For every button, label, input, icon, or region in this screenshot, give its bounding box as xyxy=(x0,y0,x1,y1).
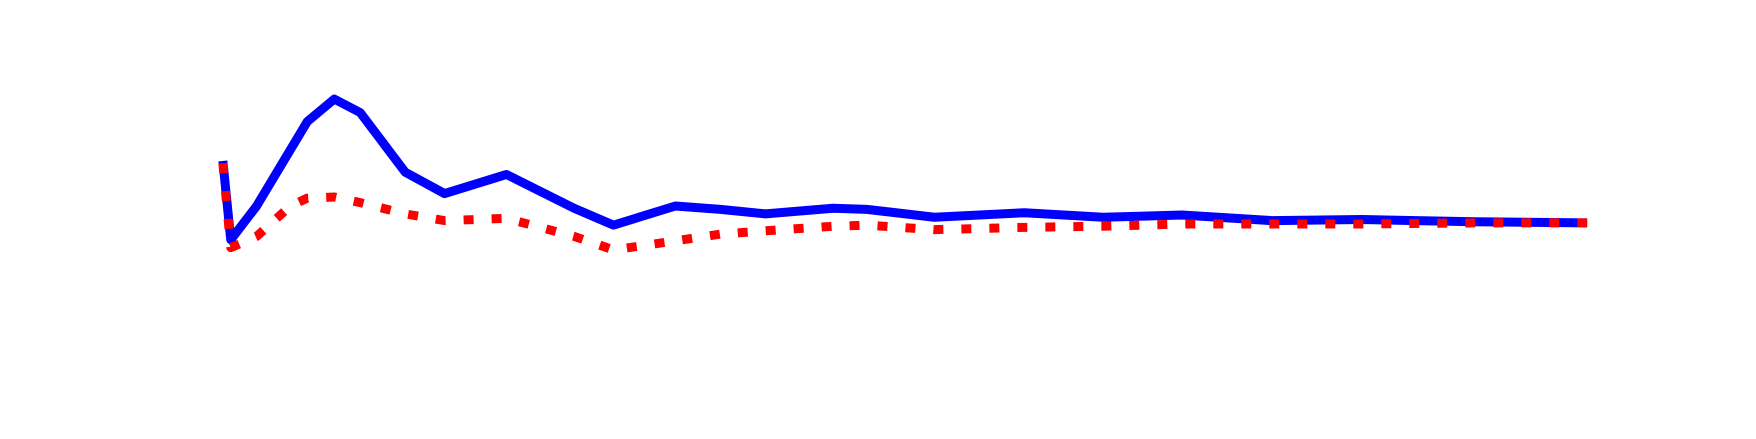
series-line xyxy=(218,94,1588,245)
series-line xyxy=(218,162,1588,255)
